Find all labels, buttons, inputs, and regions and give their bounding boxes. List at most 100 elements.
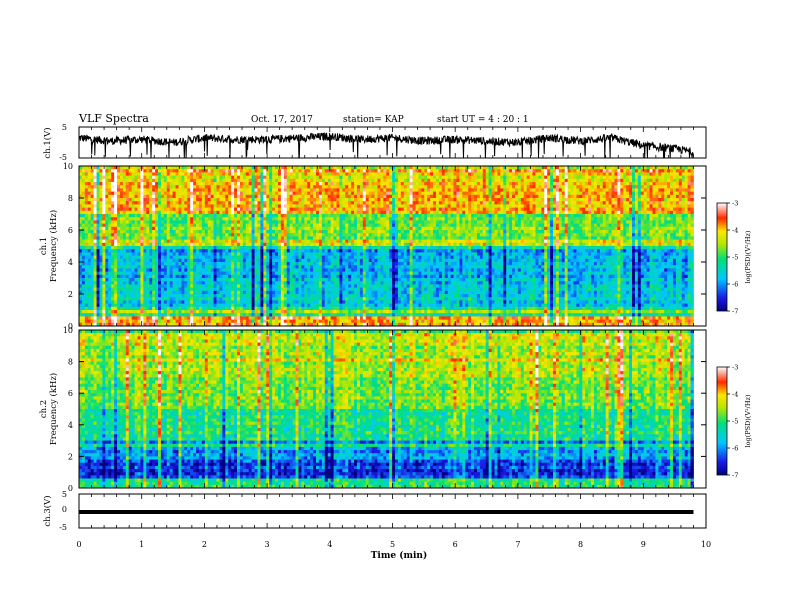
spectrogram-cell: [395, 185, 399, 189]
spectrogram-cell: [122, 223, 127, 228]
spectrogram-cell: [614, 233, 618, 237]
spectrogram-cell: [608, 217, 612, 221]
spectrogram-cell: [359, 236, 364, 240]
spectrogram-cell: [550, 198, 554, 202]
spectrogram-cell: [108, 230, 112, 234]
spectrogram-cell: [655, 185, 659, 189]
spectrogram-cell: [564, 201, 569, 205]
spectrogram-cell: [681, 169, 686, 173]
spectrogram-cell: [277, 233, 282, 237]
spectrogram-cell: [488, 198, 492, 202]
spectrogram-cell: [301, 236, 305, 240]
spectrogram-cell: [190, 172, 194, 176]
spectrogram-cell: [359, 223, 364, 228]
spectrogram-cell: [295, 185, 299, 189]
spectrogram-cell: [468, 217, 472, 221]
spectrogram-cell: [433, 185, 437, 189]
spectrogram-cell: [368, 178, 372, 183]
spectrogram-cell: [605, 178, 610, 183]
spectrogram-cell: [239, 178, 244, 183]
spectrogram-cell: [275, 191, 279, 196]
spectrogram-cell: [122, 166, 127, 170]
spectrogram-cell: [544, 236, 548, 240]
spectrogram-cell: [620, 175, 624, 180]
spectrogram-cell: [403, 204, 408, 208]
spectrogram-cell: [415, 188, 419, 192]
spectrogram-cell: [468, 194, 472, 199]
spectrogram-cell: [304, 172, 308, 176]
spectrogram-cell: [541, 198, 545, 202]
spectrogram-cell: [491, 207, 495, 212]
spectrogram-cell: [664, 230, 668, 234]
spectrogram-cell: [406, 220, 411, 224]
spectrogram-cell: [277, 182, 282, 186]
spectrogram-cell: [336, 169, 340, 173]
spectrogram-cell: [529, 233, 533, 237]
spectrogram-cell: [637, 194, 642, 199]
spectrogram-cell: [517, 194, 522, 199]
spectrogram-cell: [447, 169, 452, 173]
spectrogram-cell: [333, 194, 337, 199]
spectrogram-cell: [298, 230, 302, 234]
spectrogram-cell: [444, 185, 449, 189]
spectrogram-cell: [667, 169, 671, 173]
spectrogram-cell: [310, 230, 314, 234]
spectrogram-cell: [272, 223, 276, 228]
spectrogram-cell: [500, 226, 504, 231]
spectrogram-cell: [292, 226, 296, 231]
spectrogram-cell: [143, 169, 147, 173]
spectrogram-cell: [509, 201, 513, 205]
spectrogram-cell: [231, 207, 235, 212]
spectrogram-cell: [198, 236, 203, 240]
spectrogram-cell: [172, 175, 176, 180]
spectrogram-cell: [453, 201, 457, 205]
spectrogram-cell: [374, 226, 378, 231]
spectrogram-cell: [576, 198, 580, 202]
spectrogram-cell: [661, 166, 665, 170]
spectrogram-cell: [687, 207, 691, 212]
spectrogram-cell: [310, 217, 314, 221]
spectrogram-cell: [313, 233, 317, 237]
spectrogram-cell: [362, 166, 367, 170]
spectrogram-cell: [108, 233, 112, 237]
spectrogram-cell: [561, 214, 566, 218]
spectrogram-cell: [491, 172, 495, 176]
spectrogram-cell: [260, 214, 264, 218]
spectrogram-cell: [345, 239, 349, 244]
spectrogram-cell: [336, 204, 340, 208]
spectrogram-cell: [643, 201, 648, 205]
spectrogram-cell: [359, 198, 364, 202]
spectrogram-cell: [166, 188, 171, 192]
spectrogram-cell: [336, 239, 340, 244]
spectrogram-cell: [330, 178, 334, 183]
spectrogram-cell: [444, 198, 449, 202]
spectrogram-cell: [321, 172, 326, 176]
spectrogram-cell: [517, 182, 522, 186]
spectrogram-cell: [392, 191, 396, 196]
spectrogram-cell: [137, 233, 141, 237]
spectrogram-cell: [661, 188, 665, 192]
spectrogram-cell: [368, 204, 372, 208]
spectrogram-cell: [670, 175, 674, 180]
spectrogram-cell: [670, 214, 674, 218]
spectrogram-cell: [201, 220, 206, 224]
spectrogram-cell: [225, 239, 229, 244]
spectrogram-cell: [456, 214, 460, 218]
spectrogram-cell: [216, 194, 220, 199]
spectrogram-cell: [617, 169, 621, 173]
spectrogram-cell: [517, 201, 522, 205]
spectrogram-cell: [105, 178, 109, 183]
spectrogram-cell: [435, 188, 440, 192]
spectrogram-cell: [386, 230, 390, 234]
spectrogram-cell: [204, 223, 209, 228]
spectrogram-cell: [567, 210, 571, 215]
spectrogram-cell: [216, 217, 220, 221]
spectrogram-cell: [298, 210, 302, 215]
spectrogram-cell: [538, 188, 542, 192]
spectrogram-cell: [421, 175, 425, 180]
spectrogram-cell: [389, 226, 393, 231]
spectrogram-cell: [248, 236, 253, 240]
spectrogram-cell: [374, 178, 378, 183]
spectrogram-cell: [128, 172, 133, 176]
spectrogram-cell: [169, 166, 174, 170]
